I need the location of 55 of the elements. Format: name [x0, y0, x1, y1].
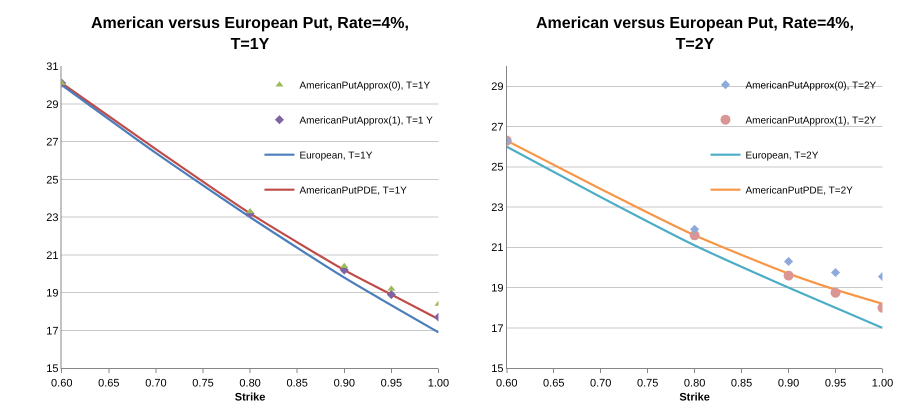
legend-label: European, T=2Y [745, 150, 819, 162]
x-tick-label: 0.65 [98, 377, 120, 390]
x-tick-label: 0.90 [778, 377, 800, 390]
legend-label: AmericanPutPDE, T=1Y [299, 186, 408, 197]
point [690, 224, 700, 234]
point [830, 288, 841, 298]
y-tick-label: 17 [491, 322, 504, 335]
x-tick-label: 0.75 [192, 377, 214, 390]
x-tick-label: 0.85 [286, 377, 308, 390]
x-tick-label: 0.85 [730, 377, 752, 390]
y-tick-label: 25 [46, 174, 59, 186]
x-tick-label: 0.70 [145, 377, 167, 390]
x-tick-label: 0.80 [239, 377, 261, 390]
point [830, 268, 840, 278]
y-tick-label: 31 [46, 61, 59, 74]
x-tick-label: 0.75 [636, 377, 658, 390]
x-tick-label: 0.60 [496, 377, 518, 390]
x-tick-label: 0.80 [684, 377, 706, 390]
x-tick-label: 0.95 [824, 377, 846, 390]
legend-label: AmericanPutApprox(1), T=2Y [745, 116, 877, 127]
y-tick-label: 15 [46, 363, 59, 376]
x-tick-label: 0.60 [51, 377, 72, 390]
chart-title: American versus European Put, Rate=4%, T=2Y [536, 15, 854, 53]
x-axis-title: Strike [234, 392, 266, 404]
x-tick-label: 0.65 [543, 377, 564, 390]
point [387, 285, 396, 291]
x-tick-label: 1.00 [428, 377, 450, 390]
point [784, 256, 794, 266]
legend-label: AmericanPutApprox(0), T=1Y [299, 80, 430, 92]
y-tick-label: 29 [46, 98, 59, 111]
y-tick-label: 19 [491, 282, 504, 294]
point [386, 290, 396, 300]
x-tick-label: 1.00 [872, 377, 894, 390]
x-tick-label: 0.70 [590, 377, 612, 390]
legend-label: European, T=1Y [299, 150, 373, 162]
y-tick-label: 21 [491, 242, 504, 254]
chart-title: American versus European Put, Rate=4%, T=1Y [91, 15, 409, 53]
point [784, 270, 794, 281]
y-tick-label: 25 [491, 162, 504, 174]
y-tick-label: 27 [491, 121, 504, 134]
y-tick-label: 29 [491, 81, 504, 94]
legend-label: AmericanPutPDE, T=2Y [745, 186, 854, 197]
legend-label: AmericanPutApprox(1), T=1 Y [299, 116, 434, 127]
legend-label: AmericanPutApprox(0), T=2Y [745, 80, 877, 92]
x-axis-title: Strike [679, 392, 710, 404]
y-tick-label: 19 [46, 288, 59, 300]
x-tick-label: 0.90 [334, 377, 355, 390]
point [340, 262, 348, 268]
y-tick-label: 21 [46, 250, 59, 262]
y-tick-label: 15 [491, 363, 504, 376]
y-tick-label: 23 [46, 212, 59, 224]
y-tick-label: 23 [491, 202, 504, 214]
y-tick-label: 17 [46, 325, 59, 338]
y-tick-label: 27 [46, 136, 59, 149]
x-tick-label: 0.95 [380, 377, 402, 390]
